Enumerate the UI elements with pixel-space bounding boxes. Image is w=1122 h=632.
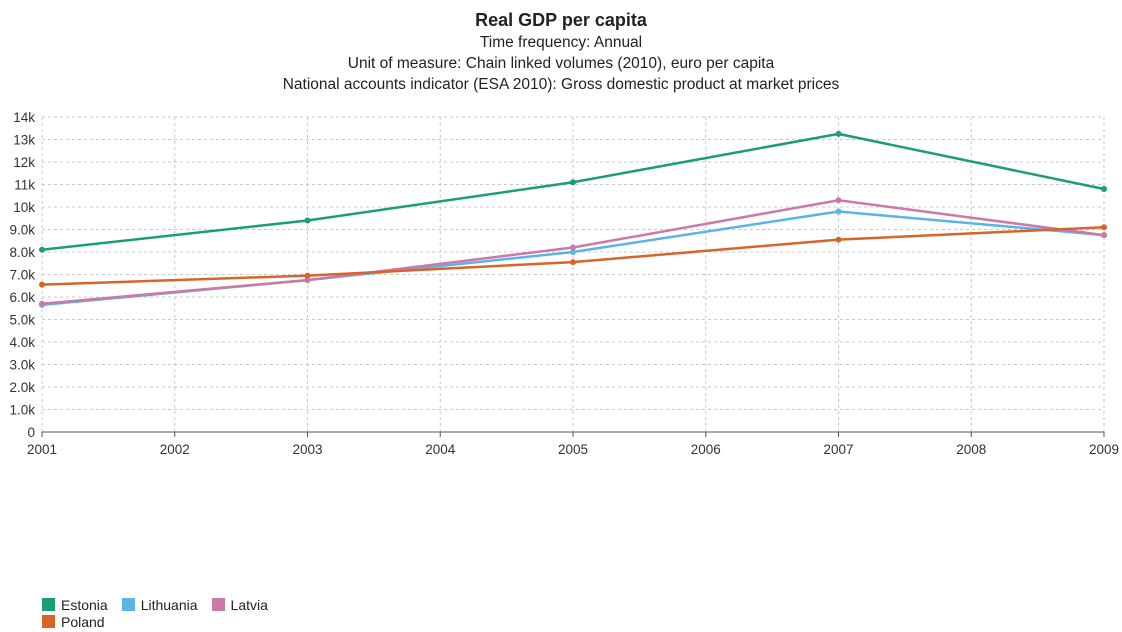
legend-swatch-poland [42,615,55,628]
legend-row-2: Poland [42,613,282,630]
y-tick-label: 10k [13,200,35,215]
data-point-lithuania[interactable] [570,249,576,255]
chart-header: Real GDP per capita Time frequency: Annu… [0,8,1122,95]
y-tick-label: 2.0k [9,380,35,395]
y-tick-label: 9.0k [9,223,35,238]
x-tick-label: 2008 [956,442,986,457]
series-lines [39,130,1107,308]
x-tick-label: 2001 [27,442,57,457]
y-tick-label: 5.0k [9,313,35,328]
y-tick-label: 14k [13,110,35,125]
data-point-latvia[interactable] [570,244,576,251]
legend-label-estonia: Estonia [61,596,108,613]
legend-item-lithuania[interactable]: Lithuania [121,596,198,613]
legend-label-poland: Poland [61,613,105,630]
legend-swatch-latvia [211,598,225,611]
data-point-poland[interactable] [570,259,576,266]
data-point-poland[interactable] [1101,224,1107,231]
data-point-estonia[interactable] [304,217,311,224]
chart-subtitle-unit: Unit of measure: Chain linked volumes (2… [347,55,775,72]
x-tick-label: 2009 [1089,442,1119,457]
legend-swatch-lithuania [121,598,135,611]
legend-item-estonia[interactable]: Estonia [42,597,108,613]
y-tick-label: 3.0k [9,358,35,373]
y-axis: 0 1.0k 2.0k 3.0k 4.0k 5.0k 6.0k 7.0k 8.0k 9.0k 10k… [9,110,35,440]
legend-swatch-estonia [42,598,55,611]
y-tick-label: 13k [13,133,35,148]
y-tick-label: 1.0k [9,403,35,418]
legend: Estonia Lithuania Latvia Poland [42,596,282,630]
data-point-latvia[interactable] [1101,232,1107,239]
data-point-lithuania[interactable] [835,208,842,215]
x-tick-label: 2002 [160,442,190,457]
data-point-latvia[interactable] [39,300,45,307]
data-point-estonia[interactable] [570,179,576,186]
y-tick-label: 6.0k [9,290,35,305]
data-point-latvia[interactable] [835,197,842,204]
x-tick-label: 2006 [691,442,721,457]
x-axis: 2001 2002 2003 2004 2005 2006 2007 2008 2009 [27,431,1119,457]
y-tick-label: 11k [14,178,35,193]
data-point-latvia[interactable] [304,277,311,284]
y-tick-label: 8.0k [9,245,35,260]
x-tick-label: 2003 [292,442,322,457]
y-tick-label: 7.0k [9,268,35,283]
x-tick-label: 2005 [558,442,588,457]
legend-label-latvia: Latvia [230,596,268,613]
x-tick-label: 2007 [823,442,853,457]
data-point-poland[interactable] [835,236,842,243]
chart-subtitle-indicator: National accounts indicator (ESA 2010): … [282,76,840,93]
chart-title: Real GDP per capita [475,10,647,30]
x-tick-label: 2004 [425,442,456,457]
chart-subtitle-frequency: Time frequency: Annual [479,34,643,51]
data-point-estonia[interactable] [835,130,842,137]
legend-item-poland[interactable]: Poland [42,614,105,630]
data-point-estonia[interactable] [39,246,45,253]
grid-lines [41,116,1105,432]
y-tick-label: 0 [27,425,35,440]
legend-item-latvia[interactable]: Latvia [211,596,268,613]
data-point-poland[interactable] [39,281,45,288]
y-tick-label: 4.0k [9,335,35,350]
legend-row-1: Estonia Lithuania Latvia [42,596,282,613]
legend-label-lithuania: Lithuania [140,596,198,613]
y-tick-label: 12k [13,155,35,170]
data-point-poland[interactable] [304,272,311,279]
data-point-estonia[interactable] [1101,186,1107,192]
